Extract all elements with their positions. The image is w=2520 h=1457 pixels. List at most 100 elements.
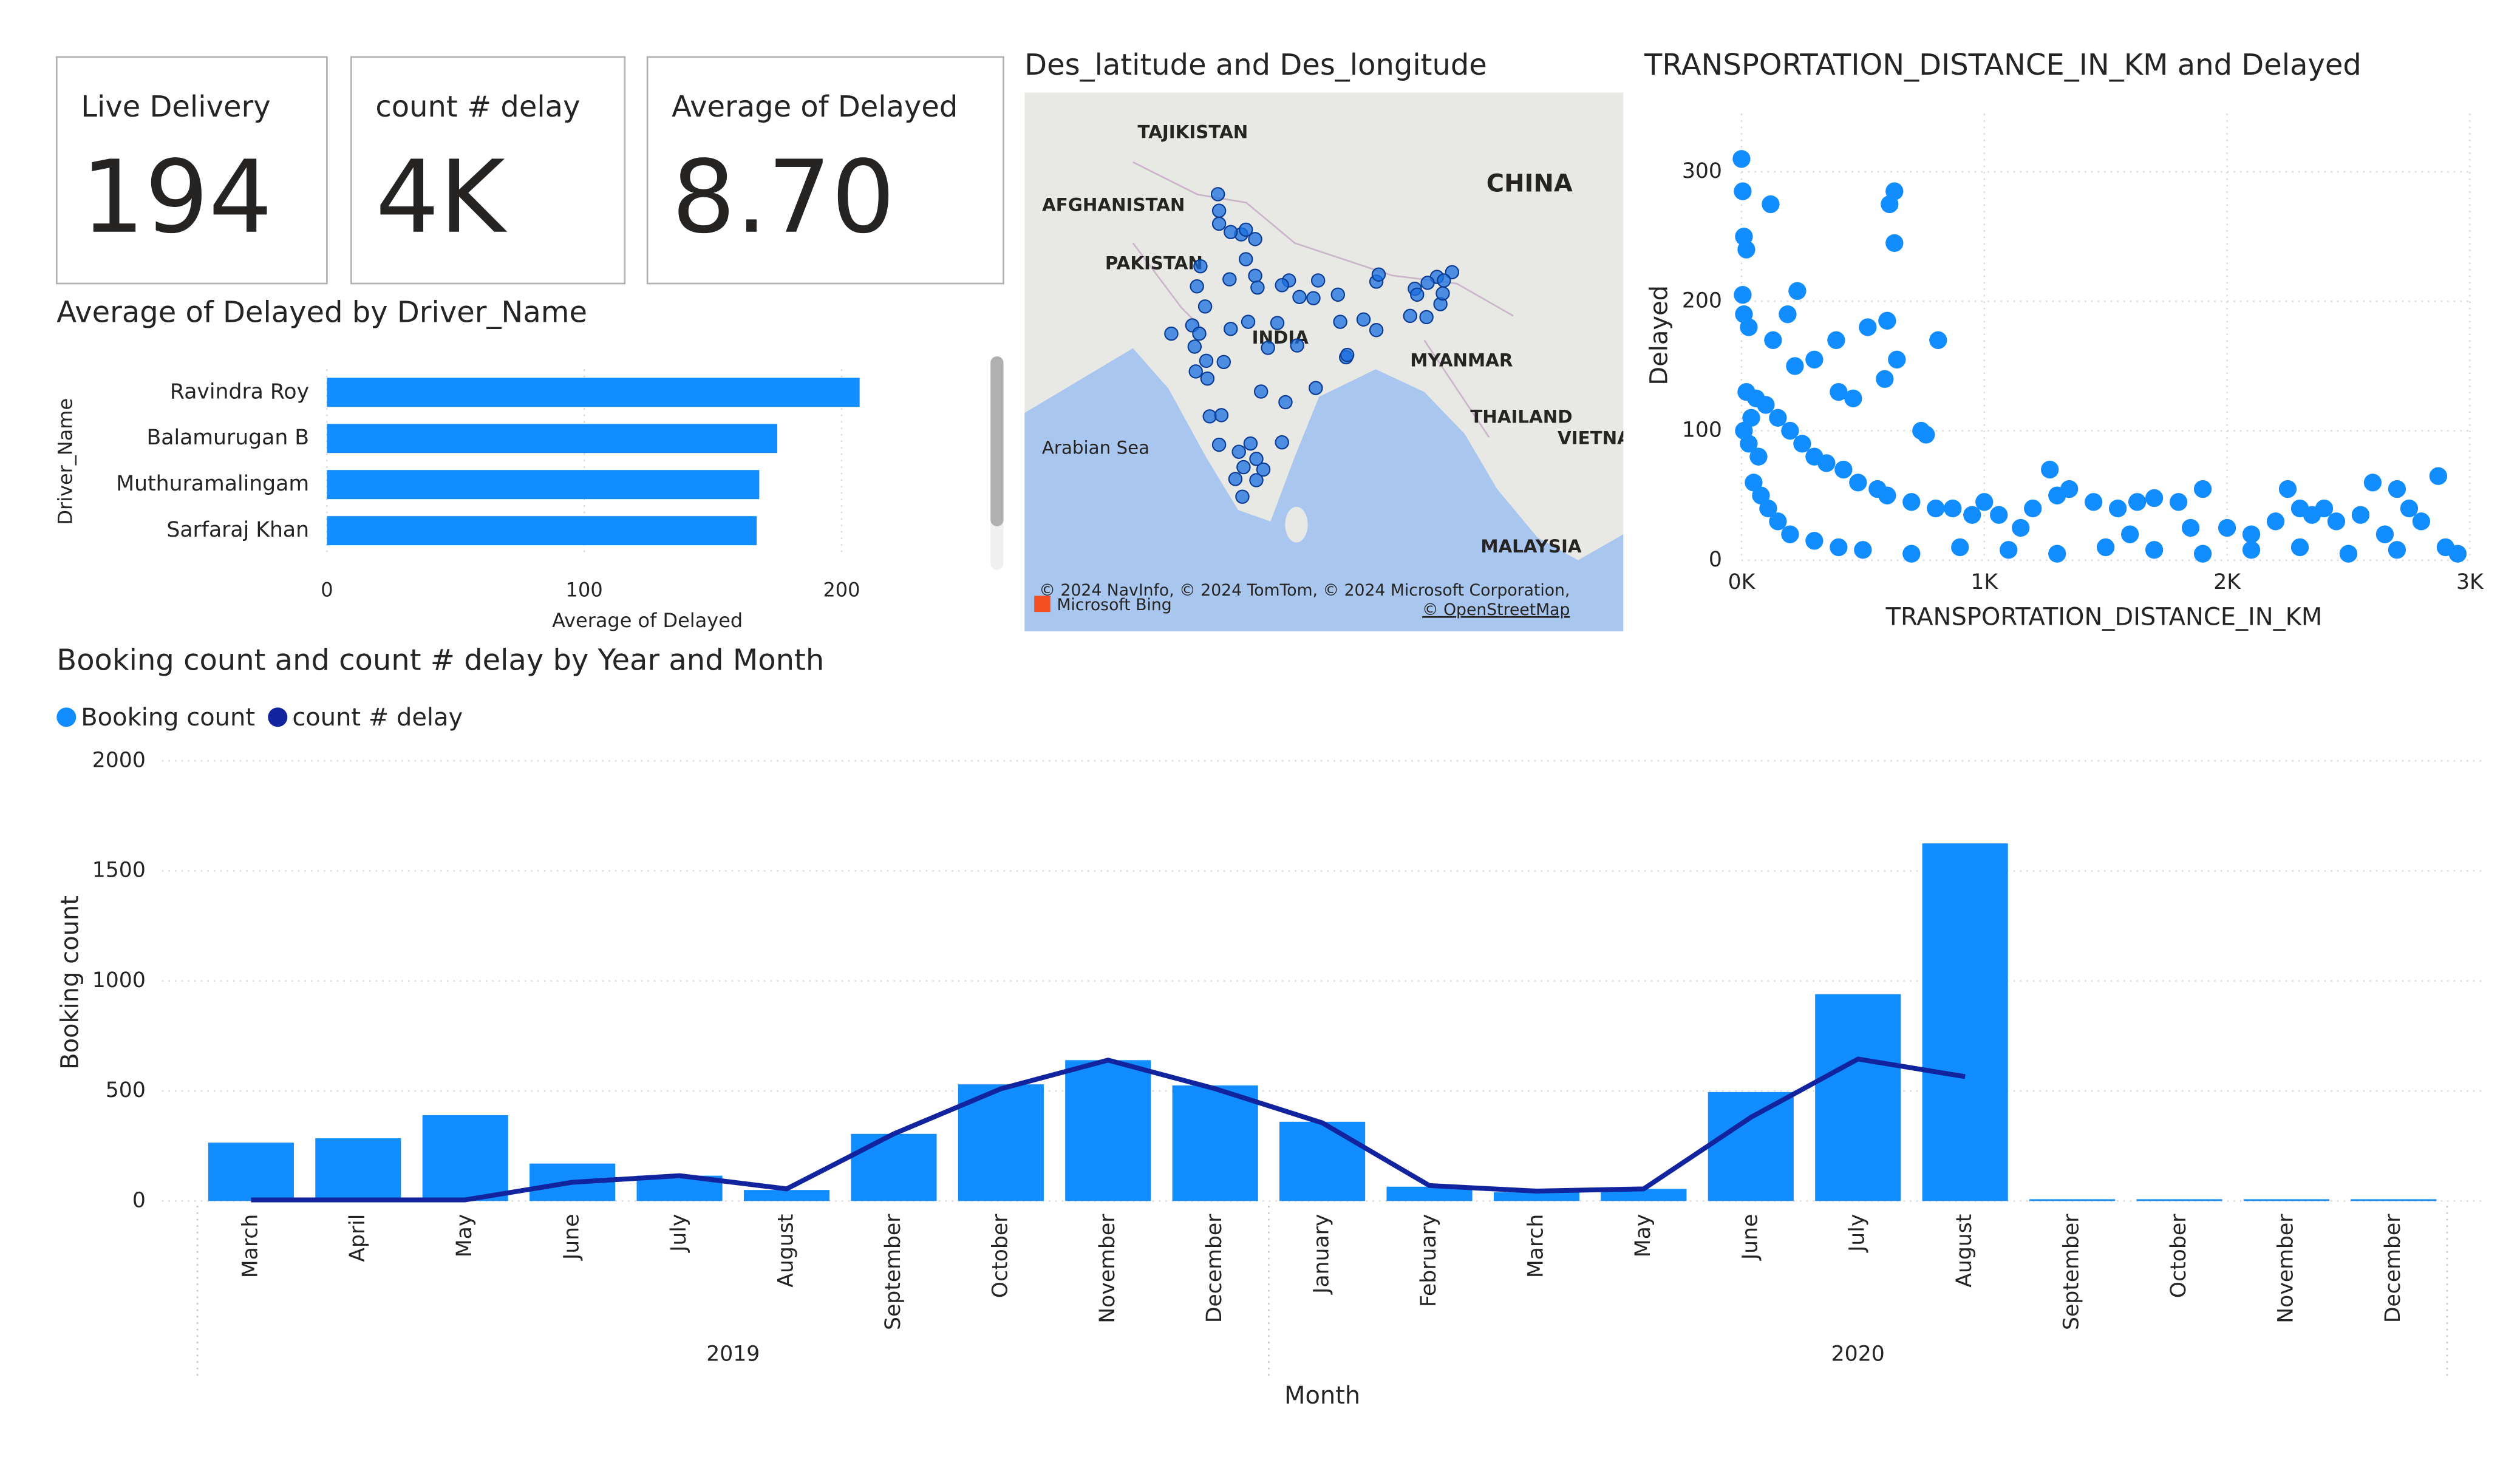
map-point — [1403, 308, 1417, 324]
map-point — [1261, 341, 1275, 355]
x-axis-title: Month — [1284, 1382, 1360, 1410]
scatter-point — [1917, 426, 1935, 444]
scrollbar-thumb[interactable] — [990, 356, 1004, 526]
bar — [327, 470, 760, 500]
x-tick-label: December — [2381, 1214, 2405, 1323]
map-label: MALAYSIA — [1480, 536, 1582, 557]
card — [646, 56, 1004, 285]
y-axis-title: Booking count — [56, 895, 84, 1070]
scatter-point — [1762, 195, 1780, 214]
y-tick-label: 300 — [1682, 159, 1722, 183]
scatter-point — [1779, 305, 1797, 324]
card-value: 4K — [375, 139, 507, 256]
chart-title: Des_latitude and Des_longitude — [1024, 48, 1487, 82]
scatter-point — [1827, 331, 1845, 349]
bar — [743, 1190, 830, 1201]
map-point — [1270, 316, 1285, 330]
y-tick-label: 200 — [1682, 288, 1722, 313]
scatter-point — [2048, 545, 2066, 563]
scatter-point — [2169, 493, 2188, 511]
card — [55, 56, 328, 285]
scatter-point — [2327, 512, 2346, 531]
scatter-point — [1735, 421, 1753, 440]
x-tick-label: September — [881, 1214, 905, 1330]
bar — [2243, 1199, 2329, 1201]
legend-label: count # delay — [292, 704, 463, 732]
scatter-point — [2278, 480, 2297, 498]
scatter-point — [1990, 506, 2008, 524]
bar — [422, 1115, 508, 1201]
map-point — [1310, 273, 1326, 288]
scatter-point — [1786, 357, 1804, 375]
scatter-point — [1902, 545, 1921, 563]
scatter-point — [1951, 538, 1969, 557]
scatter-point — [1834, 460, 1853, 479]
scatter-point — [1764, 331, 1782, 349]
map-point — [1333, 314, 1347, 329]
map-point — [1193, 259, 1208, 274]
scatter-point — [2412, 512, 2431, 531]
chart-title: Booking count and count # delay by Year … — [56, 644, 824, 678]
scatter-point — [2339, 545, 2358, 563]
scatter-point — [2024, 499, 2042, 518]
bar — [1279, 1121, 1366, 1201]
map-point — [1275, 435, 1289, 450]
scatter-point — [1805, 350, 1824, 368]
map-island — [1285, 506, 1308, 543]
map-point — [1216, 355, 1231, 370]
scatter-point — [2290, 538, 2309, 557]
map-point — [1164, 326, 1179, 341]
scatter-point — [2041, 460, 2059, 479]
scatter-point — [1737, 240, 1755, 259]
scatter-point — [1805, 532, 1824, 550]
scatter-point — [2145, 489, 2164, 508]
map-point — [1224, 225, 1238, 239]
chart-title: TRANSPORTATION_DISTANCE_IN_KM and Delaye… — [1644, 48, 2362, 82]
map-point — [1239, 222, 1253, 237]
map-point — [1369, 323, 1384, 338]
scatter-point — [1781, 525, 1799, 543]
scatter-point — [1752, 486, 1770, 504]
map-point — [1419, 310, 1434, 325]
scatter-point — [1876, 370, 1894, 388]
scatter-point — [2000, 541, 2018, 559]
scatter-point — [2375, 525, 2394, 543]
x-tick-label: October — [988, 1214, 1012, 1298]
scatter-point — [1740, 318, 1758, 336]
scatter-point — [1830, 382, 1848, 401]
map-point — [1192, 326, 1207, 341]
x-tick-label: November — [2273, 1214, 2298, 1323]
scatter-point — [2315, 499, 2334, 518]
card-label: count # delay — [375, 90, 580, 124]
x-tick-label: September — [2060, 1214, 2084, 1330]
map-point — [1371, 267, 1386, 282]
scatter-point — [2242, 541, 2261, 559]
scatter-point — [1944, 499, 1962, 518]
map-point — [1330, 287, 1346, 302]
scatter-point — [2060, 480, 2079, 498]
scatter-point — [2351, 506, 2370, 524]
card-value: 8.70 — [672, 139, 895, 256]
map-point — [1187, 339, 1202, 354]
map-point — [1197, 299, 1213, 314]
map-point — [1256, 462, 1271, 477]
map-point — [1306, 291, 1321, 305]
map-label: THAILAND — [1470, 407, 1572, 427]
x-tick-label: January — [1310, 1214, 1334, 1295]
scatter-point — [1734, 182, 1752, 200]
map-label: Arabian Sea — [1042, 437, 1149, 458]
y-tick-label: 2000 — [92, 748, 146, 772]
scatter-point — [2193, 480, 2212, 498]
x-tick-label: May — [1631, 1214, 1655, 1258]
scatter-point — [2085, 493, 2103, 511]
y-axis-title: Delayed — [1646, 285, 1674, 385]
scatter-point — [1854, 541, 1872, 559]
bar — [1172, 1085, 1258, 1201]
x-tick-label: 3K — [2456, 570, 2484, 594]
scatter-point — [2108, 499, 2127, 518]
card — [350, 56, 626, 285]
map-point — [1228, 472, 1243, 486]
x-tick-label: 0 — [321, 578, 333, 601]
